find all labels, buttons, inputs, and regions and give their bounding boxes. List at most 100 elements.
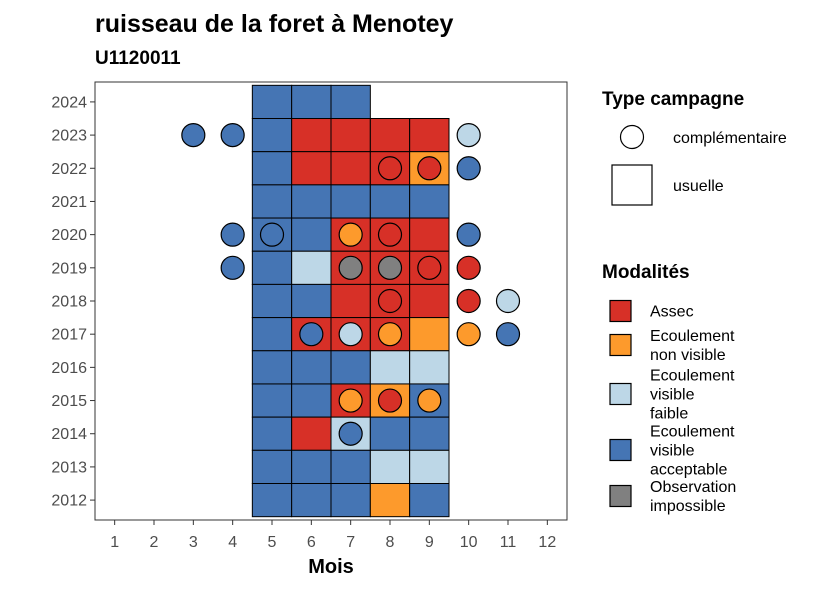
tile-2016-9 [409,350,450,385]
x-axis: 1 2 3 4 5 6 7 8 9 10 11 12 [110,520,556,551]
tile-2013-9 [409,449,450,484]
legend-label-ecoulement-visible-acceptable: Ecoulement visible acceptable [650,424,735,479]
legend-type-title: Type campagne [602,89,744,110]
y-tick-label-2021: 2021 [51,194,87,211]
tile-2016-6 [291,350,332,385]
point-2020-10 [456,222,481,247]
tile-2022-7 [330,151,371,186]
tile-2023-8 [369,118,411,153]
point-2014-7 [338,421,363,446]
point-2023-4 [220,122,245,148]
tile-2016-7 [330,350,371,385]
legend-label-line: Observation [650,479,736,496]
tile-2018-5 [251,283,293,319]
x-tick-label-6: 6 [307,534,316,551]
point-2022-9 [417,156,442,181]
x-tick-label-8: 8 [386,534,395,551]
point-2020-4 [220,222,245,247]
complementaire-points [181,122,521,446]
legend-label-usuelle: usuelle [673,178,724,195]
point-2017-6 [299,322,324,347]
legend-label-line: impossible [650,498,726,515]
tile-2013-6 [291,449,332,484]
point-2019-8 [377,255,403,280]
point-2019-9 [417,255,442,280]
legend-label-line: Ecoulement [650,328,735,345]
tile-2013-8 [369,449,411,484]
chart-title: ruisseau de la foret à Menotey [95,10,454,38]
tile-2012-9 [409,483,450,518]
point-2017-7 [338,322,363,347]
tile-2023-7 [330,118,371,153]
y-tick-label-2016: 2016 [51,360,87,377]
tile-2019-6 [291,250,332,285]
point-2019-7 [338,255,363,280]
tile-2021-6 [291,184,332,219]
tile-2023-9 [409,118,450,153]
tile-2020-9 [409,217,450,252]
y-tick-label-2018: 2018 [51,294,87,311]
legend-swatch-ecoulement-non-visible [609,333,632,357]
chart-subtitle: U1120011 [95,48,181,69]
point-2022-8 [377,156,403,181]
legend-label-line: acceptable [650,462,727,479]
legend: Type campagne complémentaire usuelle Modali… [602,89,787,515]
point-2015-8 [377,388,403,413]
x-tick-label-12: 12 [538,534,556,551]
legend-label-line: visible [650,387,695,404]
x-tick-label-9: 9 [425,534,434,551]
legend-modalites-title: Modalités [602,262,690,283]
usuelle-tiles [251,84,450,518]
x-axis-title: Mois [308,556,354,578]
legend-label-observation-impossible: Observation impossible [650,479,736,515]
tile-2021-8 [369,184,411,219]
tile-2014-5 [251,416,293,451]
tile-2013-7 [330,449,371,484]
y-tick-label-2017: 2017 [51,327,87,344]
legend-label-line: Ecoulement [650,368,735,385]
y-tick-label-2019: 2019 [51,260,87,277]
point-2020-8 [377,222,403,247]
tile-2015-5 [251,383,293,418]
point-2023-10 [456,122,481,148]
tile-2019-5 [251,250,293,285]
tile-2021-7 [330,184,371,219]
point-2018-11 [495,288,521,314]
point-2017-11 [495,322,521,347]
point-2015-7 [338,388,363,413]
point-2020-7 [338,222,363,247]
y-tick-label-2022: 2022 [51,161,87,178]
tile-2022-6 [291,151,332,186]
point-2022-10 [456,156,481,181]
legend-label-ecoulement-visible-faible: Ecoulement visible faible [650,368,735,423]
x-tick-label-11: 11 [500,534,517,551]
tile-2021-9 [409,184,450,219]
tile-2024-7 [330,84,371,120]
tile-2024-6 [291,84,332,120]
y-axis: 2012 2013 2014 2015 2016 2017 2018 2019 2020 2021… [51,94,95,510]
tile-2012-7 [330,483,371,518]
y-tick-label-2023: 2023 [51,128,87,145]
point-2018-8 [377,288,403,314]
point-2015-9 [417,388,442,413]
tile-2012-6 [291,483,332,518]
x-tick-label-4: 4 [228,534,237,551]
y-tick-label-2013: 2013 [51,459,87,476]
tile-2012-8 [369,483,411,518]
legend-swatch-ecoulement-visible-acceptable [609,438,632,462]
point-2019-4 [220,255,245,280]
x-tick-label-10: 10 [460,534,478,551]
tile-2020-6 [291,217,332,252]
legend-label-line: Ecoulement [650,424,735,441]
tile-2018-7 [330,283,371,319]
y-tick-label-2012: 2012 [51,493,87,510]
tile-2014-8 [369,416,411,451]
legend-swatch-ecoulement-visible-faible [609,382,632,406]
y-tick-label-2024: 2024 [51,94,87,111]
point-2020-5 [259,222,285,247]
tile-2017-9 [409,317,450,352]
tile-2016-5 [251,350,293,385]
x-tick-label-2: 2 [150,534,159,551]
